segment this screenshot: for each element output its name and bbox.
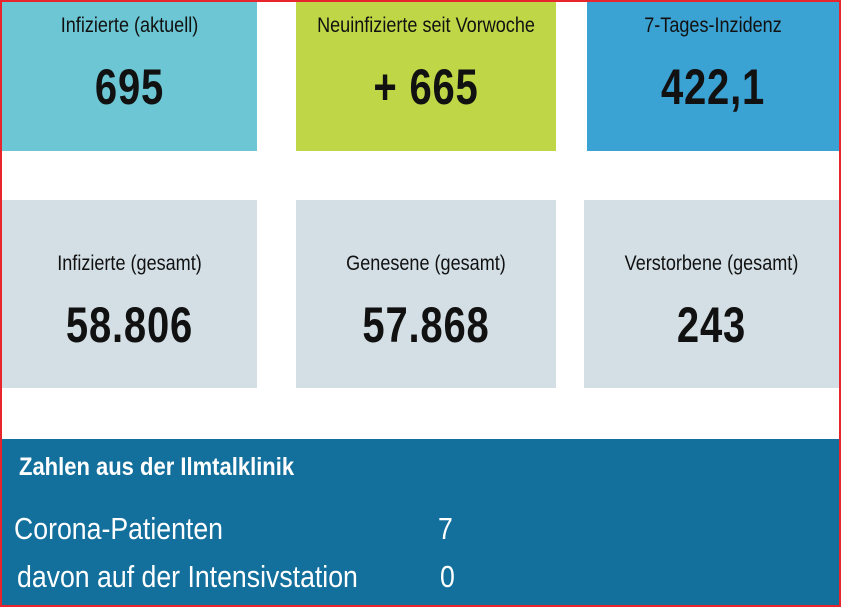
card-label: Neuinfizierte seit Vorwoche: [317, 14, 535, 37]
card-verstorbene-gesamt: Verstorbene (gesamt) 243: [584, 200, 839, 388]
intensivstation-value: 0: [440, 559, 455, 594]
card-value: 57.868: [362, 297, 490, 353]
card-label: Infizierte (aktuell): [60, 14, 199, 37]
clinic-panel: Zahlen aus der Ilmtalklinik Corona-Patie…: [2, 439, 839, 605]
card-value: 243: [676, 297, 747, 353]
card-label: Genesene (gesamt): [346, 252, 506, 275]
card-value: 422,1: [660, 59, 766, 115]
card-label: Infizierte (gesamt): [57, 252, 202, 275]
corona-patienten-label: Corona-Patienten: [14, 511, 223, 546]
card-genesene-gesamt: Genesene (gesamt) 57.868: [296, 200, 556, 388]
card-label: Verstorbene (gesamt): [624, 252, 799, 275]
card-value: 58.806: [65, 297, 194, 353]
corona-patienten-value: 7: [438, 511, 453, 546]
card-neuinfizierte: Neuinfizierte seit Vorwoche + 665: [296, 0, 556, 151]
intensivstation-label: davon auf der Intensivstation: [17, 559, 358, 594]
card-infizierte-aktuell: Infizierte (aktuell) 695: [2, 0, 257, 151]
card-inzidenz: 7-Tages-Inzidenz 422,1: [587, 0, 839, 151]
card-label: 7-Tages-Inzidenz: [644, 14, 782, 37]
card-value: 695: [94, 59, 165, 115]
card-infizierte-gesamt: Infizierte (gesamt) 58.806: [2, 200, 257, 388]
card-value: + 665: [373, 59, 479, 115]
clinic-title: Zahlen aus der Ilmtalklinik: [19, 453, 295, 481]
